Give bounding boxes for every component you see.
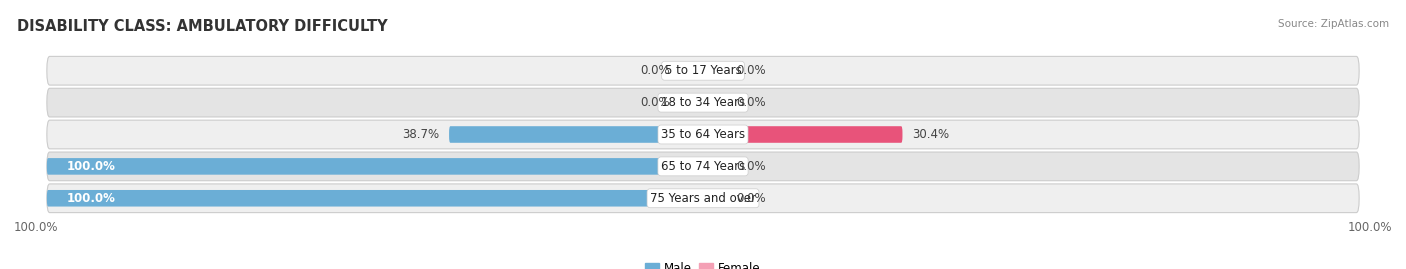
Text: DISABILITY CLASS: AMBULATORY DIFFICULTY: DISABILITY CLASS: AMBULATORY DIFFICULTY [17, 19, 388, 34]
Text: 0.0%: 0.0% [641, 64, 671, 77]
Text: Source: ZipAtlas.com: Source: ZipAtlas.com [1278, 19, 1389, 29]
Legend: Male, Female: Male, Female [641, 258, 765, 269]
FancyBboxPatch shape [703, 158, 725, 175]
FancyBboxPatch shape [46, 152, 1360, 181]
Text: 35 to 64 Years: 35 to 64 Years [661, 128, 745, 141]
FancyBboxPatch shape [46, 158, 703, 175]
Text: 0.0%: 0.0% [735, 96, 765, 109]
FancyBboxPatch shape [703, 126, 903, 143]
Text: 0.0%: 0.0% [735, 160, 765, 173]
FancyBboxPatch shape [449, 126, 703, 143]
Text: 30.4%: 30.4% [912, 128, 949, 141]
FancyBboxPatch shape [703, 190, 725, 207]
Text: 100.0%: 100.0% [66, 160, 115, 173]
Text: 100.0%: 100.0% [66, 192, 115, 205]
FancyBboxPatch shape [46, 120, 1360, 149]
FancyBboxPatch shape [681, 94, 703, 111]
Text: 0.0%: 0.0% [735, 192, 765, 205]
FancyBboxPatch shape [46, 88, 1360, 117]
Text: 75 Years and over: 75 Years and over [650, 192, 756, 205]
Text: 100.0%: 100.0% [14, 221, 59, 234]
Text: 5 to 17 Years: 5 to 17 Years [665, 64, 741, 77]
FancyBboxPatch shape [46, 56, 1360, 85]
Text: 0.0%: 0.0% [641, 96, 671, 109]
FancyBboxPatch shape [46, 190, 703, 207]
Text: 18 to 34 Years: 18 to 34 Years [661, 96, 745, 109]
Text: 0.0%: 0.0% [735, 64, 765, 77]
Text: 65 to 74 Years: 65 to 74 Years [661, 160, 745, 173]
FancyBboxPatch shape [703, 62, 725, 79]
Text: 38.7%: 38.7% [402, 128, 439, 141]
FancyBboxPatch shape [703, 94, 725, 111]
FancyBboxPatch shape [46, 184, 1360, 213]
Text: 100.0%: 100.0% [1347, 221, 1392, 234]
FancyBboxPatch shape [681, 62, 703, 79]
